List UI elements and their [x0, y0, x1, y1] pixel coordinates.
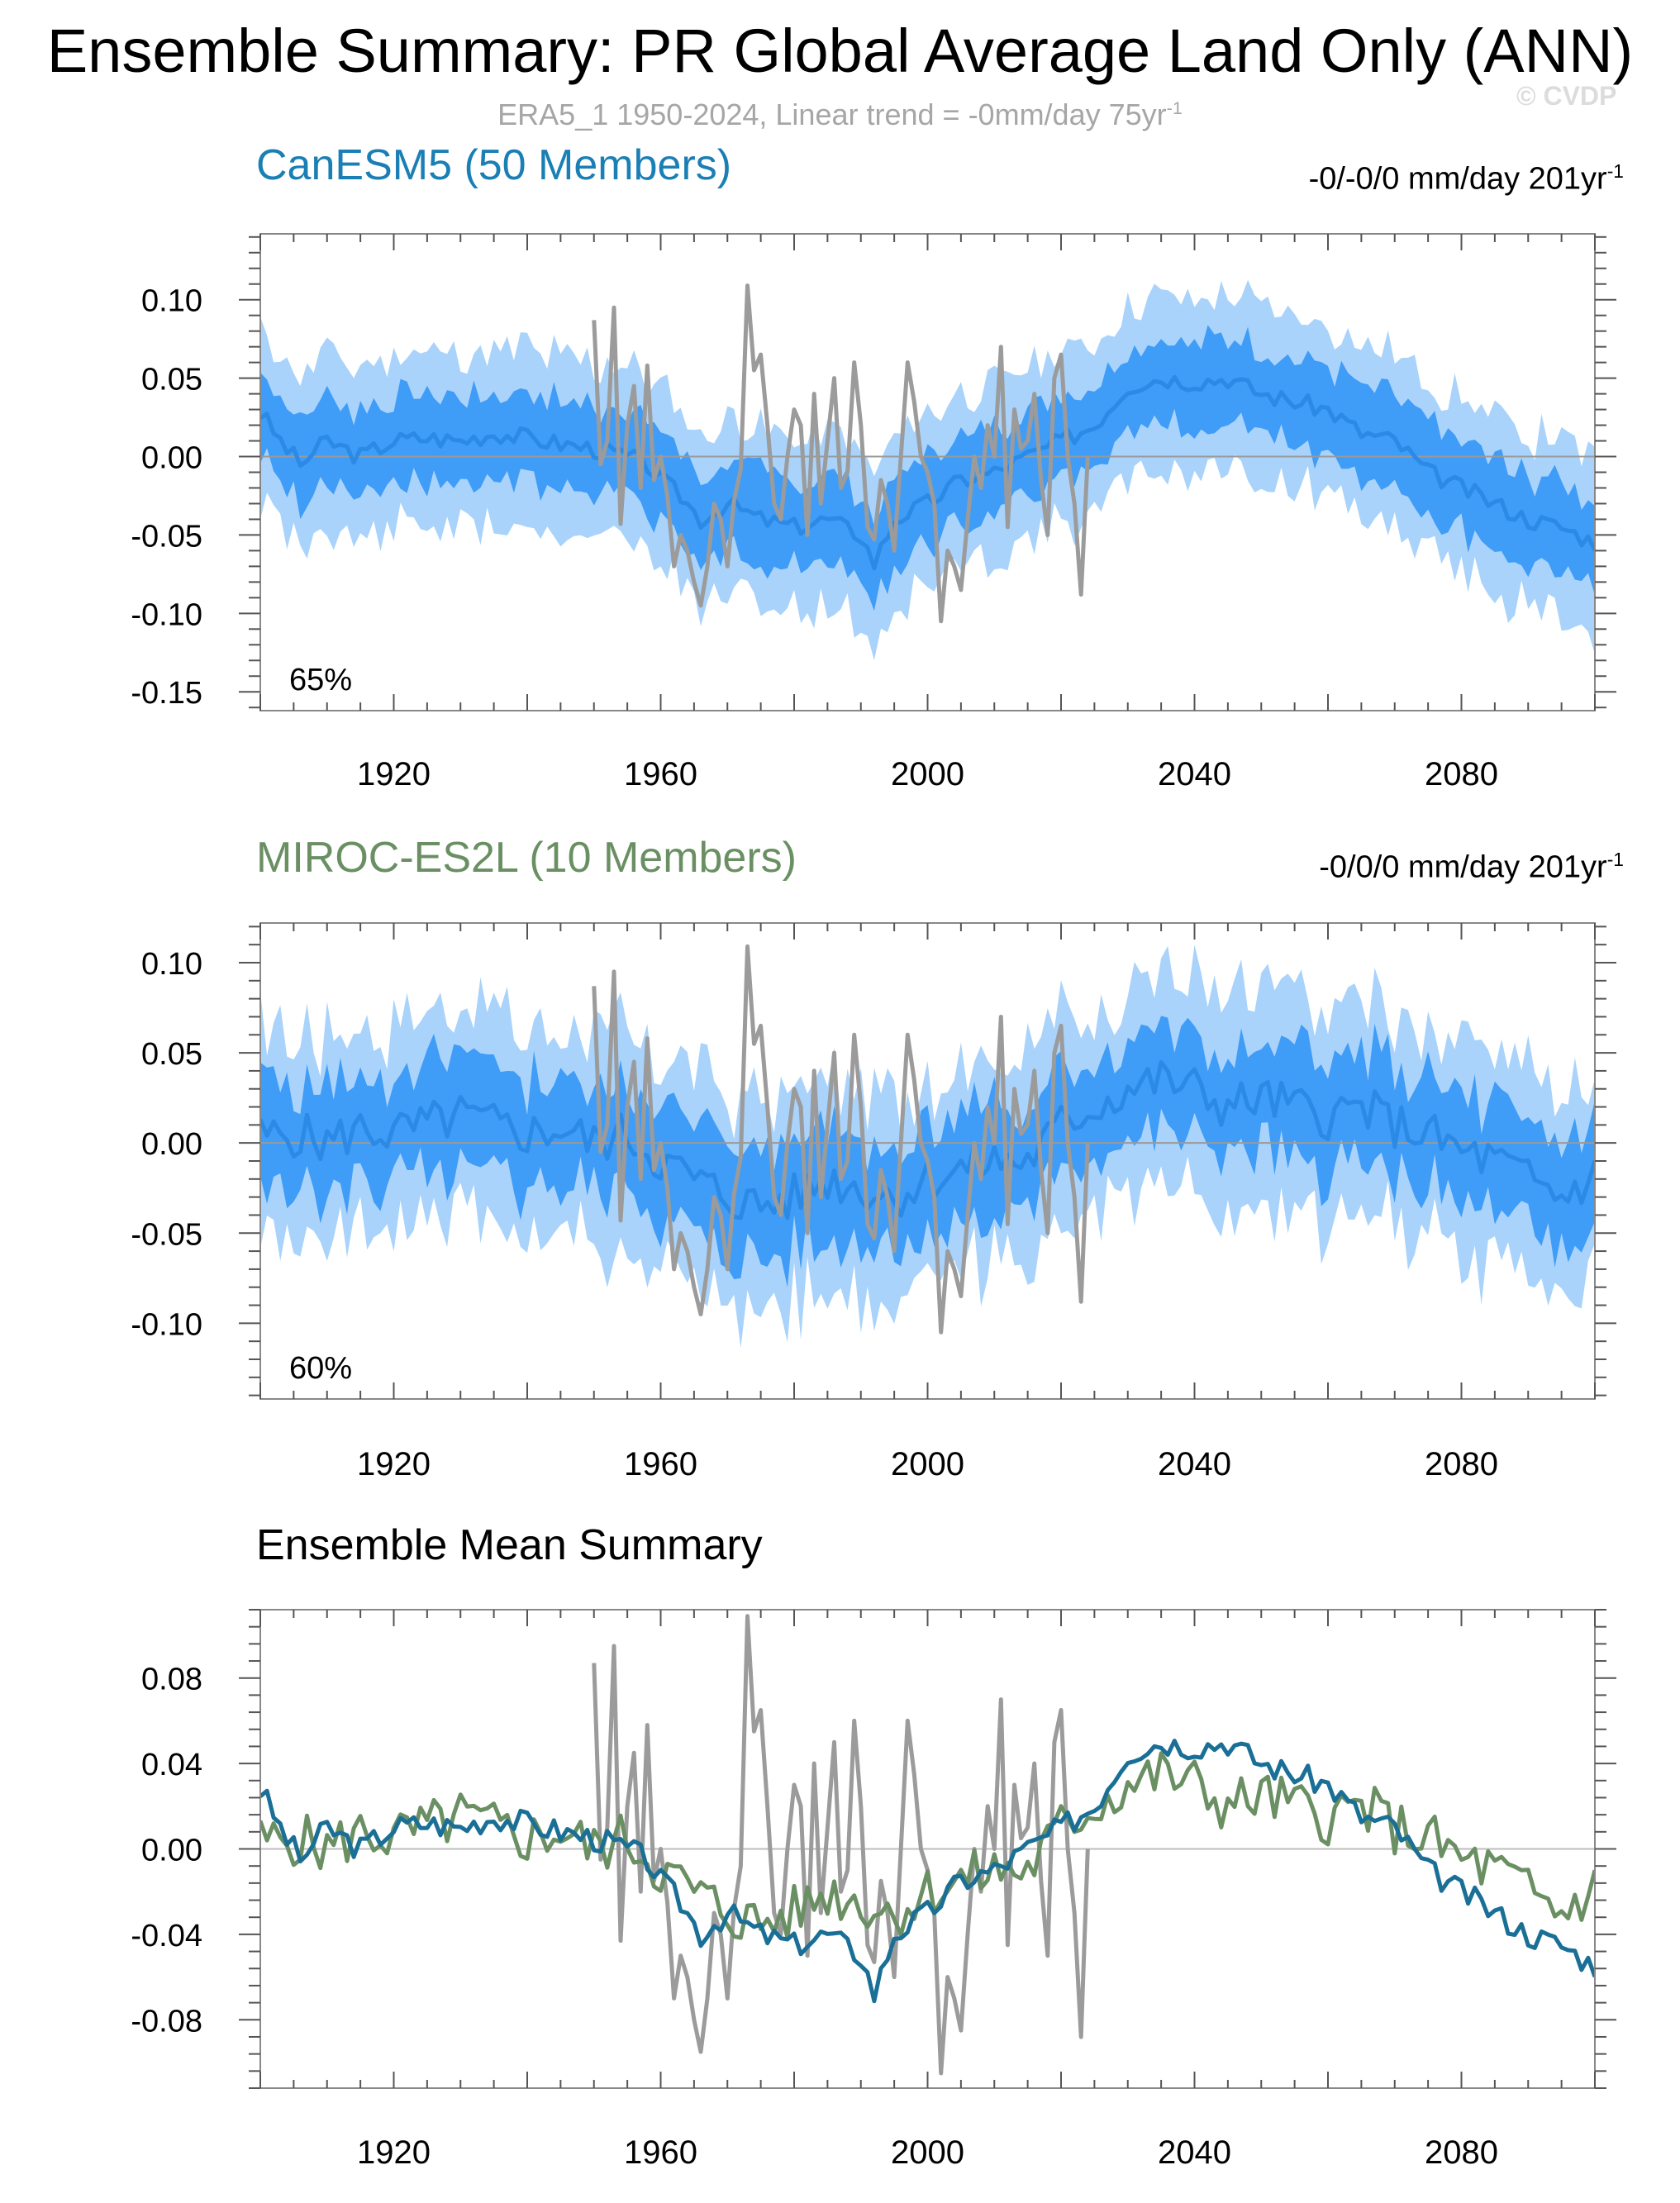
- x-tick-label: 2080: [1425, 1446, 1498, 1482]
- canesm5-mean-line: [260, 1739, 1595, 2004]
- x-tick-label: 1960: [624, 2134, 697, 2171]
- trend-label-miroc: -0/0/0 mm/day 201yr-1: [1319, 841, 1624, 886]
- y-tick-label: 0.08: [141, 1663, 202, 1697]
- y-tick-label: 0.04: [141, 1748, 202, 1782]
- copyright-mark: © CVDP: [1516, 81, 1617, 111]
- trend-sup: -1: [1606, 160, 1624, 182]
- y-tick-label: -0.04: [131, 1919, 202, 1953]
- miroc-mean-line: [260, 1751, 1595, 1940]
- y-tick-label: 0.10: [141, 947, 202, 982]
- ensemble-mean-line: [260, 374, 1595, 571]
- trend-label-canesm5: -0/-0/0 mm/day 201yr-1: [1309, 153, 1624, 197]
- observations-line: [592, 1614, 1090, 2076]
- x-tick-label: 2040: [1158, 1446, 1231, 1482]
- trend-text: -0/-0/0 mm/day 201yr: [1308, 161, 1607, 197]
- subtitle-superscript: -1: [1166, 98, 1183, 118]
- page-title: Ensemble Summary: PR Global Average Land…: [46, 17, 1634, 85]
- x-tick-label: 2000: [891, 2134, 964, 2171]
- x-tick-label: 2000: [891, 1446, 964, 1482]
- plot-area-summary: [260, 1614, 1595, 2076]
- x-tick-label: 2080: [1425, 756, 1498, 792]
- x-tick-label: 1920: [357, 756, 431, 792]
- y-tick-label: -0.10: [131, 1307, 202, 1342]
- x-tick-label: 1960: [624, 1446, 697, 1482]
- y-tick-label: -0.15: [131, 676, 202, 711]
- y-tick-label: 0.10: [141, 284, 202, 319]
- y-tick-label: 0.05: [141, 363, 202, 397]
- observations-line: [592, 283, 1090, 624]
- y-tick-label: 0.00: [141, 441, 202, 476]
- y-tick-label: -0.05: [131, 1217, 202, 1252]
- panel-title-summary: Ensemble Mean Summary: [256, 1521, 763, 1569]
- trend-sup: -1: [1606, 849, 1624, 870]
- x-tick-label: 2040: [1158, 2134, 1231, 2171]
- axes-canesm5: 0.10 0.05 0.00 -0.05 -0.10 -0.15 1920 1960 2000 2…: [131, 234, 1616, 792]
- axes-summary: 0.08 0.04 0.00 -0.04 -0.08 1920 1960 2000 2040 20…: [131, 1609, 1616, 2171]
- panel-title-miroc: MIROC-ES2L (10 Members): [256, 834, 797, 882]
- x-tick-label: 1920: [357, 1446, 431, 1482]
- y-tick-label: 0.00: [141, 1834, 202, 1868]
- x-tick-label: 1960: [624, 756, 697, 792]
- x-tick-label: 2080: [1425, 2134, 1498, 2171]
- panel-title-canesm5: CanESM5 (50 Members): [256, 141, 732, 189]
- plot-area-miroc: [260, 944, 1595, 1349]
- x-tick-label: 2000: [891, 756, 964, 792]
- plot-area-canesm5: [260, 279, 1595, 661]
- subtitle-text: ERA5_1 1950-2024, Linear trend = -0mm/da…: [497, 98, 1167, 131]
- y-tick-label: 0.00: [141, 1127, 202, 1162]
- percent-annotation: 60%: [289, 1351, 352, 1386]
- chart-subtitle: ERA5_1 1950-2024, Linear trend = -0mm/da…: [0, 98, 1680, 132]
- panel-summary: [259, 1609, 1596, 2089]
- x-tick-label: 1920: [357, 2134, 431, 2171]
- y-tick-label: -0.05: [131, 519, 202, 554]
- y-tick-label: -0.08: [131, 2004, 202, 2039]
- observations-line: [592, 944, 1090, 1335]
- panel-miroc: 60%: [259, 922, 1596, 1400]
- y-tick-label: 0.05: [141, 1037, 202, 1072]
- y-tick-label: -0.10: [131, 597, 202, 632]
- panel-canesm5: 65%: [259, 233, 1596, 711]
- axes-miroc: 0.10 0.05 0.00 -0.05 -0.10 1920 1960 2000 2040 20…: [131, 923, 1616, 1482]
- trend-text: -0/0/0 mm/day 201yr: [1319, 849, 1607, 885]
- x-tick-label: 2040: [1158, 756, 1231, 792]
- percent-annotation: 65%: [289, 663, 352, 697]
